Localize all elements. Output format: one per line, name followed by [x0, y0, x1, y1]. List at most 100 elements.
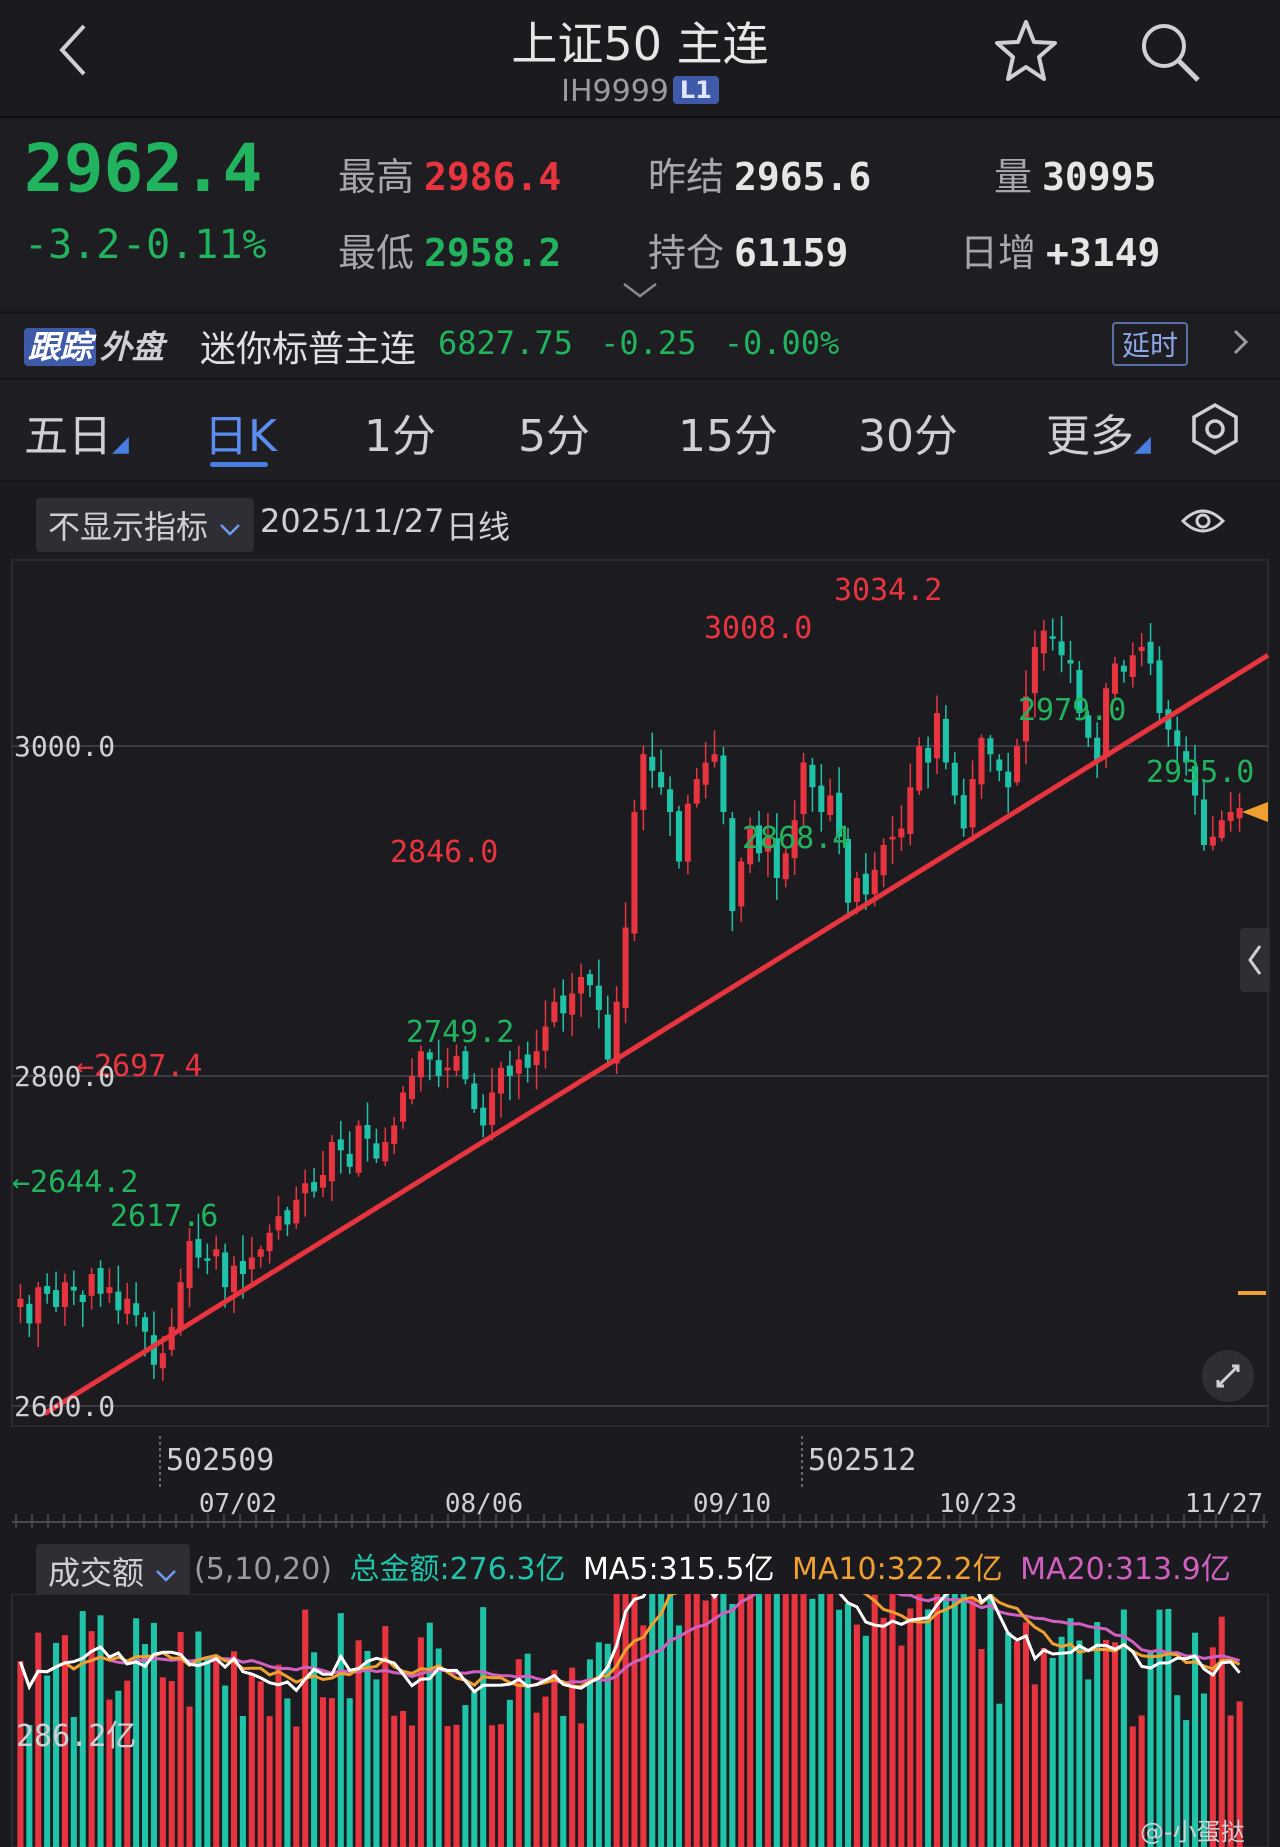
price-annotation: 3008.0 [704, 611, 812, 646]
tab-five-day[interactable]: 五日◢ [24, 400, 129, 464]
candle-body [551, 1001, 558, 1023]
candle-body [1085, 715, 1092, 738]
search-button[interactable] [1138, 20, 1202, 88]
tab-15min[interactable]: 15分 [678, 411, 778, 462]
volume-select[interactable]: 成交额 [36, 1544, 191, 1598]
volume-bar [1129, 1726, 1136, 1847]
candle-body [667, 789, 674, 812]
volume-bar [373, 1679, 380, 1847]
volume-bar [302, 1609, 309, 1847]
candle-body [115, 1291, 122, 1311]
chart-settings-button[interactable] [1188, 402, 1242, 460]
volume-bar [1227, 1715, 1234, 1847]
volume-bar [898, 1645, 905, 1847]
volume-ma10: MA10:322.2亿 [792, 1552, 1003, 1587]
volume-bar [604, 1643, 611, 1847]
favorite-button[interactable] [994, 18, 1058, 88]
volume-legend: (5,10,20) 总金额:276.3亿 MA5:315.5亿 MA10:322… [194, 1544, 1231, 1588]
side-collapse-button[interactable] [1240, 928, 1270, 992]
stat-open-interest-label: 持仓 [648, 231, 725, 275]
candle-body [640, 754, 647, 810]
indicator-select[interactable]: 不显示指标 [36, 498, 255, 552]
candle-body [836, 792, 843, 837]
volume-bar [889, 1594, 896, 1847]
back-button[interactable] [56, 22, 92, 82]
stat-low-value: 2958.2 [424, 231, 562, 275]
candle-body [764, 836, 771, 852]
tab-more[interactable]: 更多◢ [1046, 400, 1151, 464]
volume-bar [115, 1690, 122, 1847]
candle-body [489, 1092, 496, 1125]
contract-label-1: 502509 [166, 1443, 274, 1478]
quote-panel [0, 118, 1280, 308]
volume-bar [142, 1644, 149, 1847]
search-icon [1142, 24, 1200, 82]
x-tick-label: 10/23 [939, 1489, 1017, 1519]
foreign-more-button[interactable] [1230, 326, 1250, 362]
candle-body [693, 779, 700, 804]
tab-caret-icon: ◢ [1134, 432, 1151, 457]
candle-body [1058, 641, 1065, 656]
volume-bar [675, 1625, 682, 1847]
candle-body [44, 1286, 51, 1294]
expand-quote-button[interactable] [620, 280, 660, 304]
volume-chart[interactable]: 286.2亿 [0, 1594, 1280, 1847]
tab-day-k[interactable]: 日K [204, 400, 277, 464]
volume-bar [319, 1697, 327, 1847]
candle-body [382, 1142, 389, 1162]
y-tick-label: 2800.0 [14, 1060, 115, 1093]
candle-body [524, 1054, 531, 1068]
volume-bar [1192, 1632, 1199, 1847]
foreign-market-strip[interactable] [0, 312, 1280, 380]
candle-body [791, 820, 798, 859]
candle-body [569, 993, 576, 1015]
volume-bar [684, 1594, 691, 1847]
volume-bar [186, 1706, 193, 1847]
candle-body [702, 762, 709, 785]
volume-bar [1209, 1647, 1216, 1847]
indicator-select-label: 不显示指标 [48, 508, 209, 546]
candle-body [150, 1335, 157, 1365]
tab-30min[interactable]: 30分 [858, 411, 958, 462]
page-title: 上证50 主连 [511, 17, 769, 71]
price-annotation: 2846.0 [390, 835, 498, 870]
volume-bar [506, 1699, 513, 1847]
y-tick-label: 3000.0 [14, 730, 115, 763]
volume-bar [809, 1598, 816, 1847]
visibility-toggle[interactable] [1180, 504, 1226, 542]
volume-bar [853, 1624, 860, 1847]
fullscreen-button[interactable] [1202, 1350, 1254, 1402]
volume-bar [124, 1680, 131, 1847]
candle-body [853, 878, 860, 902]
volume-bar [782, 1594, 789, 1847]
chart-period: 日线 [446, 508, 511, 546]
volume-bar [551, 1670, 558, 1847]
volume-bar [542, 1696, 549, 1847]
candle-body [328, 1142, 335, 1182]
candle-body [106, 1287, 113, 1294]
eye-icon [1180, 509, 1226, 533]
chevron-left-icon [1248, 945, 1262, 975]
volume-bar [702, 1600, 709, 1847]
tab-5min[interactable]: 5分 [518, 411, 590, 462]
volume-bar [729, 1603, 736, 1847]
candle-body [1049, 636, 1056, 639]
volume-bar [667, 1594, 674, 1847]
candle-body [471, 1083, 478, 1109]
volume-bar [79, 1611, 86, 1847]
stat-volume-label: 量 [994, 155, 1033, 199]
level-badge: L1 [672, 76, 719, 104]
volume-bar [1005, 1632, 1012, 1847]
candle-body [302, 1183, 309, 1194]
tab-1min[interactable]: 1分 [364, 411, 436, 462]
foreign-change-pct: -0.00% [723, 324, 840, 362]
y-tick-label: 2600.0 [14, 1390, 115, 1423]
volume-bar [791, 1594, 798, 1847]
price-annotation: ←2697.4 [76, 1049, 202, 1084]
volume-bar [1094, 1622, 1101, 1847]
candle-body [257, 1249, 264, 1257]
candle-body [142, 1317, 149, 1332]
volume-legend-bar [0, 1530, 1280, 1594]
volume-bar [53, 1642, 60, 1847]
